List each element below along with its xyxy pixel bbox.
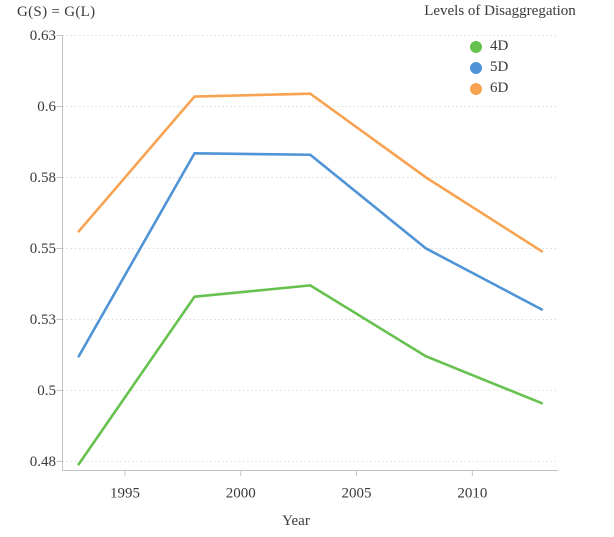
y-tick-label: 0.55: [30, 241, 56, 257]
series-line-6D: [77, 92, 544, 253]
y-tick-label: 0.6: [37, 99, 56, 115]
legend-title: Levels of Disaggregation: [424, 3, 576, 19]
x-tick-label: 2005: [342, 486, 372, 502]
y-axis-title: G(S) = G(L): [17, 4, 96, 20]
x-tick-label: 2000: [226, 486, 256, 502]
y-tick-label: 0.5: [37, 383, 56, 399]
legend-marker-4D: [470, 40, 482, 53]
legend: Levels of Disaggregation 4D 5D 6D: [420, 3, 580, 96]
legend-marker-5D: [470, 61, 482, 74]
y-tick-label: 0.63: [30, 28, 56, 44]
legend-item-4D: 4D: [470, 36, 508, 57]
x-tick-label: 2010: [457, 486, 487, 502]
legend-marker-6D: [470, 82, 482, 95]
legend-item-5D: 5D: [470, 57, 508, 78]
legend-item-6D: 6D: [470, 78, 508, 99]
legend-item-label: 6D: [490, 80, 509, 96]
y-tick-label: 0.58: [30, 170, 56, 186]
legend-item-label: 4D: [490, 38, 509, 54]
x-axis-title: Year: [282, 513, 310, 529]
y-tick-label: 0.48: [30, 454, 56, 470]
y-tick-label: 0.53: [30, 312, 56, 328]
legend-item-label: 5D: [490, 59, 509, 75]
legend-items: 4D 5D 6D: [470, 36, 508, 99]
series-line-4D: [77, 284, 544, 466]
x-tick-label: 1995: [110, 486, 140, 502]
series-line-5D: [77, 152, 544, 358]
